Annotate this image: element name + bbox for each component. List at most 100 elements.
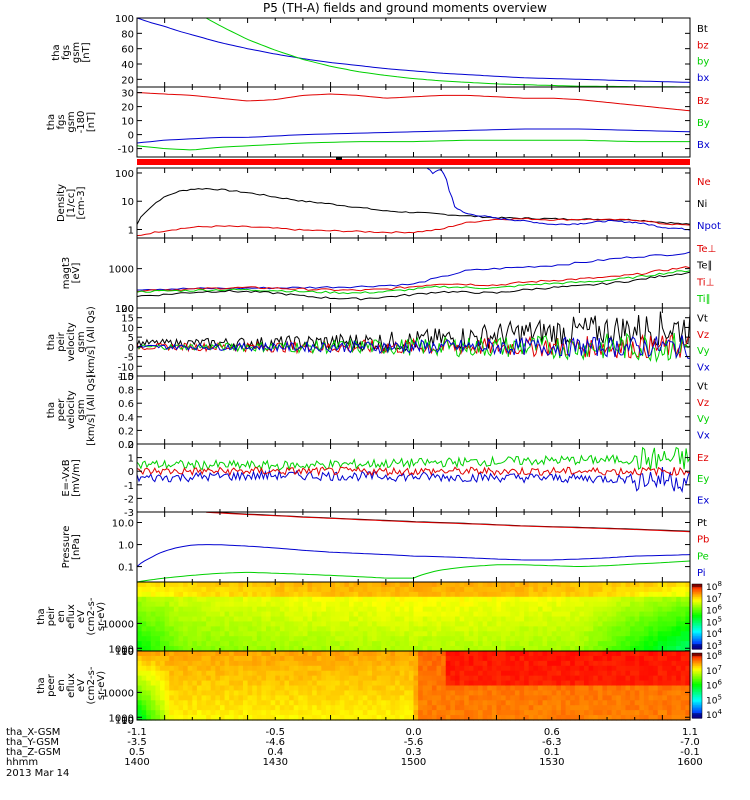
heatmap-cell — [270, 646, 276, 652]
heatmap-cell — [611, 655, 617, 662]
heatmap-cell — [593, 636, 599, 642]
heatmap-cell — [662, 651, 668, 657]
y-axis-label: [cm-3] — [76, 186, 87, 219]
heatmap-cell — [648, 690, 654, 696]
heatmap-cell — [141, 616, 147, 623]
heatmap-cell — [270, 596, 276, 603]
heatmap-cell — [173, 591, 180, 598]
heatmap-cell — [247, 631, 253, 637]
colorbar-cell — [692, 640, 702, 644]
heatmap-cell — [560, 685, 567, 692]
heatmap-cell — [141, 591, 147, 598]
heatmap-cell — [431, 616, 438, 623]
heatmap-cell — [367, 626, 373, 632]
heatmap-cell — [560, 596, 567, 603]
heatmap-cell — [395, 695, 401, 701]
heatmap-cell — [413, 646, 419, 652]
heatmap-cell — [616, 611, 622, 618]
heatmap-cell — [422, 591, 428, 598]
heatmap-cell — [662, 601, 668, 608]
heatmap-cell — [395, 586, 401, 593]
heatmap-cell — [671, 695, 677, 701]
heatmap-cell — [362, 586, 369, 593]
heatmap-cell — [224, 710, 230, 716]
heatmap-cell — [510, 670, 516, 677]
heatmap-cell — [570, 582, 576, 588]
heatmap-cell — [183, 665, 189, 672]
heatmap-cell — [427, 680, 433, 687]
heatmap-cell — [427, 601, 433, 608]
heatmap-cell — [201, 680, 207, 687]
heatmap-cell — [671, 670, 677, 677]
heatmap-cell — [570, 670, 576, 677]
heatmap-cell — [141, 636, 147, 642]
heatmap-cell — [450, 651, 456, 657]
y-axis-label: tha — [46, 334, 57, 350]
heatmap-cell — [160, 591, 166, 598]
heatmap-cell — [643, 646, 650, 652]
heatmap-cell — [630, 591, 636, 598]
heatmap-cell — [381, 582, 387, 588]
colorbar-cell — [692, 590, 702, 593]
heatmap-cell — [537, 705, 544, 711]
heatmap-cell — [160, 646, 166, 652]
heatmap-cell — [266, 651, 272, 657]
heatmap-cell — [514, 641, 521, 647]
heatmap-cell — [620, 665, 627, 672]
heatmap-cell — [418, 616, 424, 623]
heatmap-cell — [464, 582, 470, 588]
heatmap-cell — [330, 651, 336, 657]
heatmap-cell — [219, 586, 226, 593]
heatmap-cell — [252, 715, 258, 721]
heatmap-cell — [224, 646, 230, 652]
y-axis-label: peer — [56, 398, 67, 422]
heatmap-cell — [256, 601, 263, 608]
heatmap-cell — [321, 700, 327, 706]
heatmap-cell — [150, 596, 157, 603]
heatmap-cell — [685, 710, 691, 716]
heatmap-cell — [537, 621, 544, 627]
heatmap-cell — [643, 636, 650, 642]
heatmap-cell — [666, 601, 673, 608]
heatmap-cell — [607, 680, 613, 687]
heatmap-cell — [441, 631, 447, 637]
heatmap-cell — [233, 621, 239, 627]
heatmap-cell — [454, 626, 461, 632]
heatmap-cell — [325, 591, 332, 598]
heatmap-cell — [496, 582, 502, 588]
heatmap-cell — [169, 670, 175, 677]
heatmap-cell — [413, 690, 419, 696]
heatmap-cell — [505, 655, 511, 662]
heatmap-cell — [192, 636, 198, 642]
series-ex — [136, 467, 691, 493]
heatmap-cell — [556, 636, 562, 642]
heatmap-cell — [556, 655, 562, 662]
heatmap-cell — [510, 582, 516, 588]
x-tick-value: 1.1 — [682, 727, 698, 738]
heatmap-cell — [247, 596, 253, 603]
heatmap-cell — [141, 695, 147, 701]
heatmap-cell — [653, 591, 659, 598]
heatmap-cell — [242, 710, 249, 716]
heatmap-cell — [321, 636, 327, 642]
y-axis-label: eV — [76, 610, 87, 623]
heatmap-cell — [201, 715, 207, 721]
heatmap-cell — [404, 715, 410, 721]
heatmap-cell — [358, 586, 364, 593]
heatmap-cell — [381, 641, 387, 647]
heatmap-cell — [593, 670, 599, 677]
heatmap-cell — [454, 665, 461, 672]
heatmap-cell — [275, 655, 281, 662]
heatmap-cell — [335, 675, 341, 682]
heatmap-cell — [413, 651, 419, 657]
heatmap-cell — [224, 631, 230, 637]
x-tick-value: 0.3 — [406, 747, 422, 758]
heatmap-cell — [597, 591, 604, 598]
heatmap-cell — [625, 675, 631, 682]
heatmap-cell — [233, 626, 239, 632]
heatmap-cell — [560, 626, 567, 632]
heatmap-cell — [676, 680, 682, 687]
heatmap-cell — [242, 646, 249, 652]
heatmap-cell — [330, 695, 336, 701]
heatmap-cell — [468, 591, 475, 598]
